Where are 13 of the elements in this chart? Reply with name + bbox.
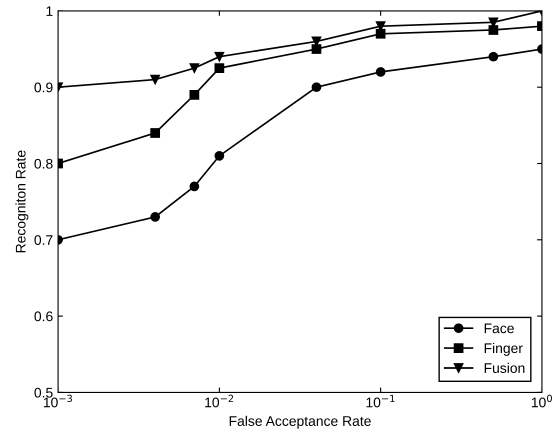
legend-label: Face [484,324,514,334]
y-axis-title: Recogniton Rate [15,150,28,252]
x-tick-label: 10$^{−2}$ [205,394,234,408]
legend-label: Fusion [484,362,524,373]
y-tick-label: 0.7 [34,235,53,245]
y-tick-label: 0.9 [34,82,53,92]
legend-label: Finger [484,342,523,356]
x-tick-label: 10$^{−1}$ [366,394,394,408]
x-axis-title: False Acceptance Rate [230,416,371,429]
y-tick-label: 1 [46,6,53,16]
x-tick-label: 10$^{0}$ [532,394,552,408]
y-tick-label: 0.8 [34,158,53,169]
y-tick-label: 0.6 [34,311,53,322]
